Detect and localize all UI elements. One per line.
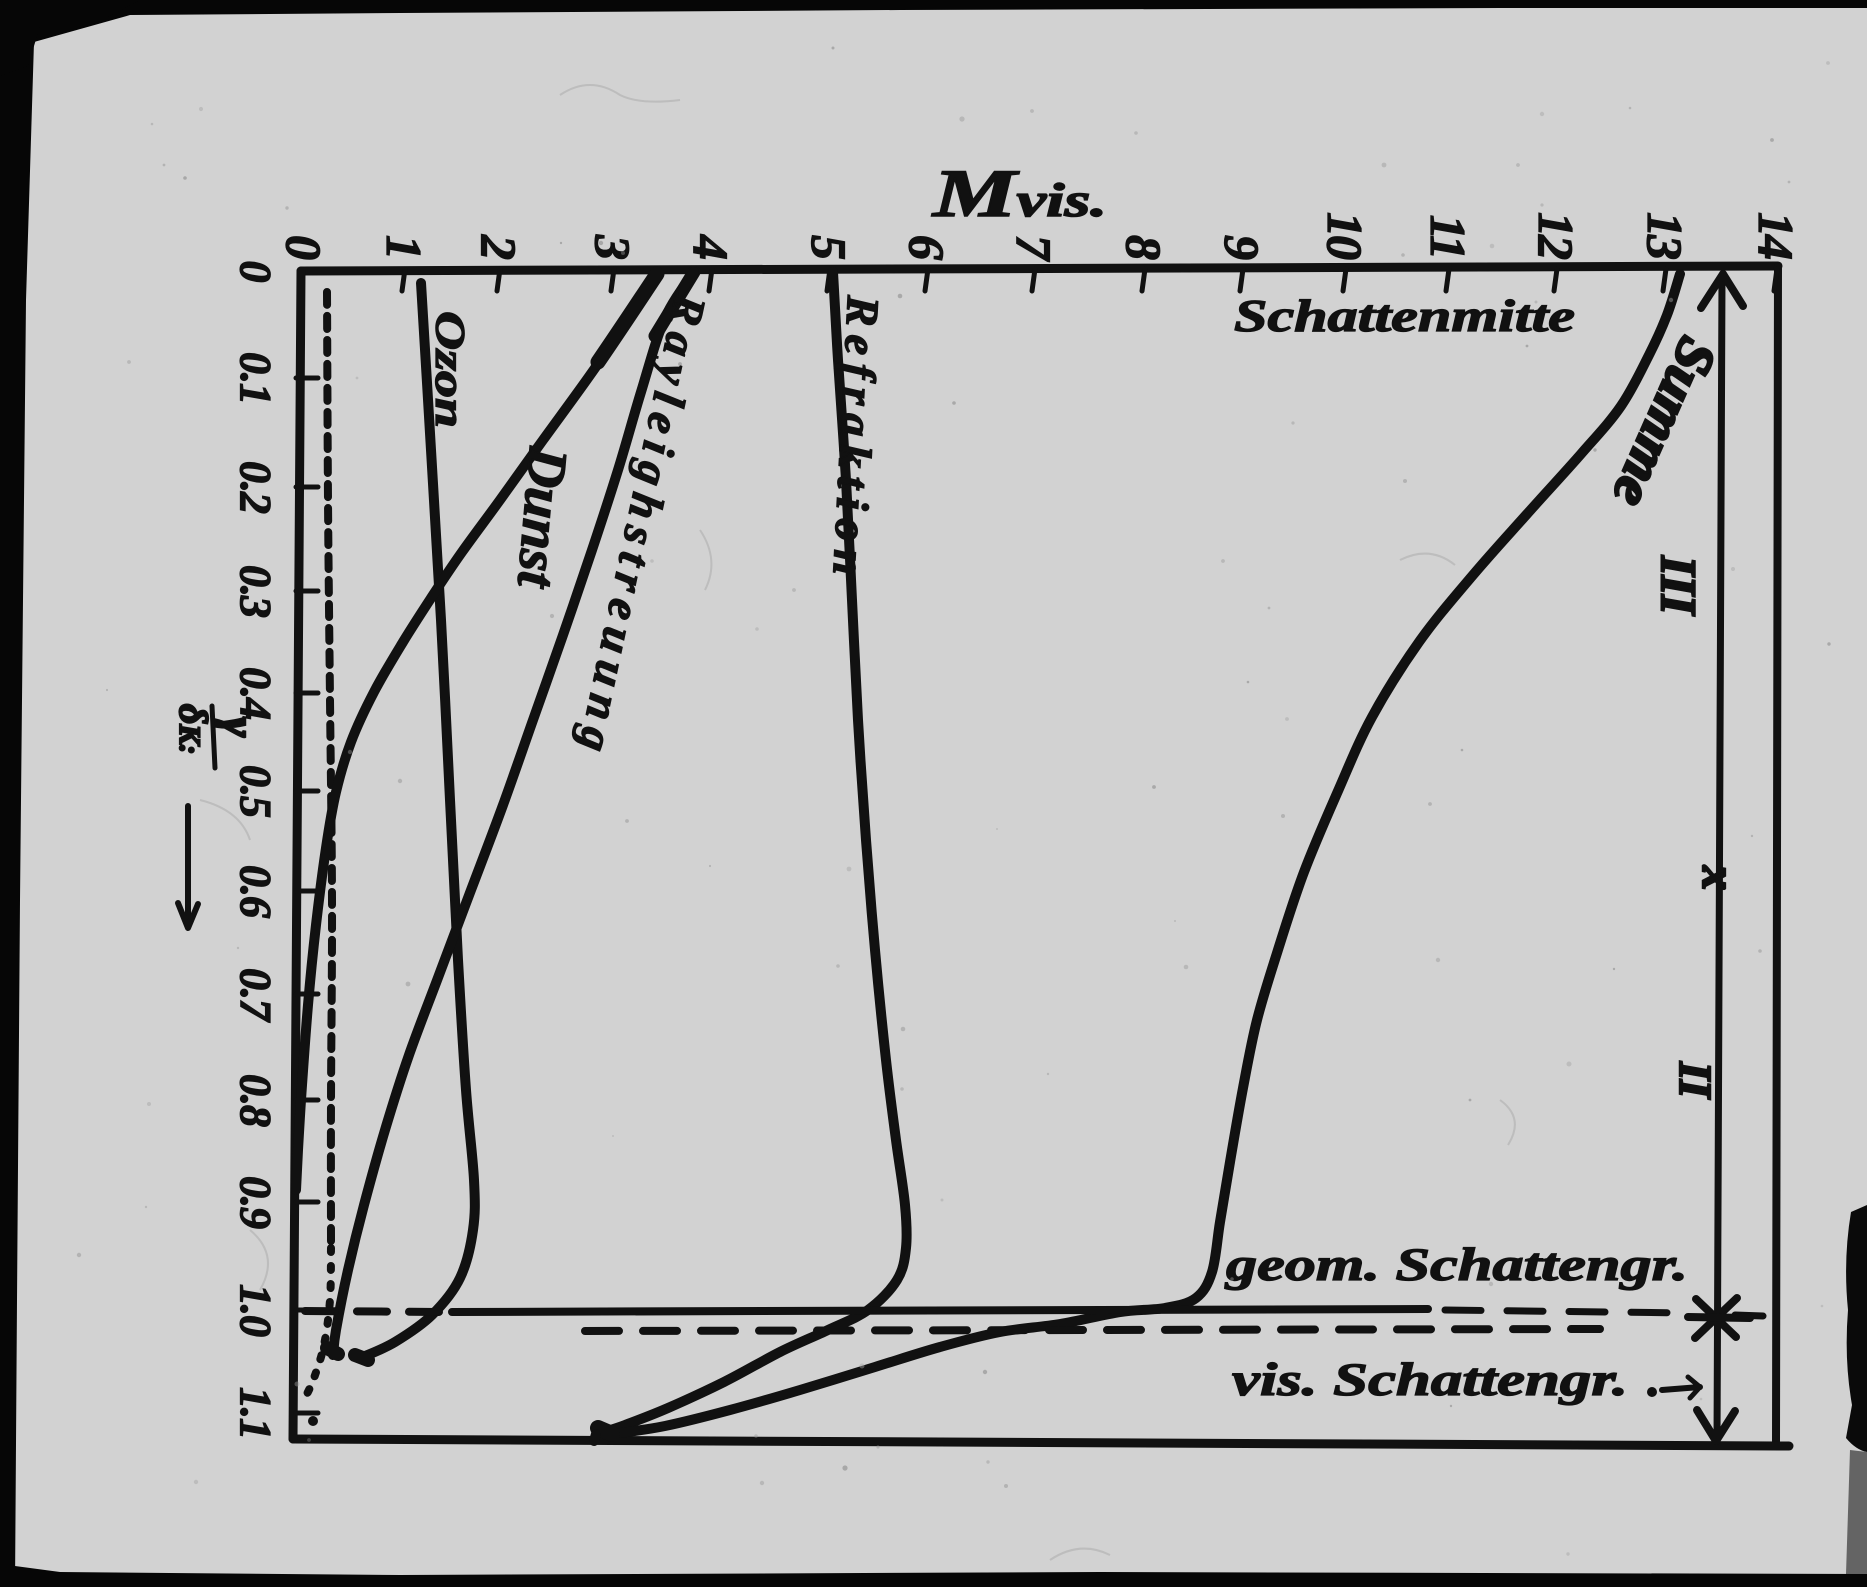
svg-text:0.1: 0.1 (231, 352, 280, 404)
svg-text:0.7: 0.7 (231, 968, 280, 1023)
svg-text:Dunst: Dunst (505, 444, 579, 591)
svg-text:4: 4 (683, 234, 739, 259)
svg-text:0.3: 0.3 (231, 565, 280, 617)
svg-text:14: 14 (1748, 212, 1804, 259)
svg-text:0.6: 0.6 (231, 865, 280, 918)
svg-text:0.5: 0.5 (231, 765, 280, 817)
svg-text:0.8: 0.8 (231, 1074, 280, 1127)
svg-text:3: 3 (585, 234, 641, 259)
svg-text:8: 8 (1116, 235, 1172, 260)
svg-text:5: 5 (801, 235, 857, 259)
svg-text:geom. Schattengr.: geom. Schattengr. (1225, 1239, 1688, 1291)
svg-text:0.9: 0.9 (231, 1176, 280, 1229)
svg-text:0: 0 (231, 261, 280, 283)
svg-text:10: 10 (1317, 212, 1373, 260)
svg-text:11: 11 (1420, 215, 1476, 258)
svg-text:12: 12 (1528, 212, 1584, 259)
svg-text:x: x (1692, 865, 1745, 890)
svg-text:6: 6 (899, 235, 955, 260)
svg-text:II: II (1670, 1061, 1721, 1100)
svg-text:1.1: 1.1 (231, 1387, 280, 1439)
svg-text:Ozon: Ozon (426, 311, 472, 428)
svg-text:0.2: 0.2 (231, 461, 280, 513)
svg-text:III: III (1651, 555, 1707, 616)
svg-text:0.4: 0.4 (231, 667, 280, 719)
svg-text:1.0: 1.0 (231, 1284, 280, 1337)
svg-text:7: 7 (1006, 235, 1062, 262)
svg-text:vis. Schattengr.: vis. Schattengr. (1232, 1354, 1628, 1406)
svg-text:2: 2 (471, 234, 527, 259)
svg-text:1: 1 (376, 235, 432, 258)
svg-text:γ: γ (212, 717, 265, 737)
svg-text:0: 0 (276, 235, 332, 260)
svg-text:9: 9 (1214, 235, 1270, 260)
svg-text:13: 13 (1637, 212, 1693, 259)
svg-text:Schattenmitte: Schattenmitte (1234, 290, 1575, 341)
